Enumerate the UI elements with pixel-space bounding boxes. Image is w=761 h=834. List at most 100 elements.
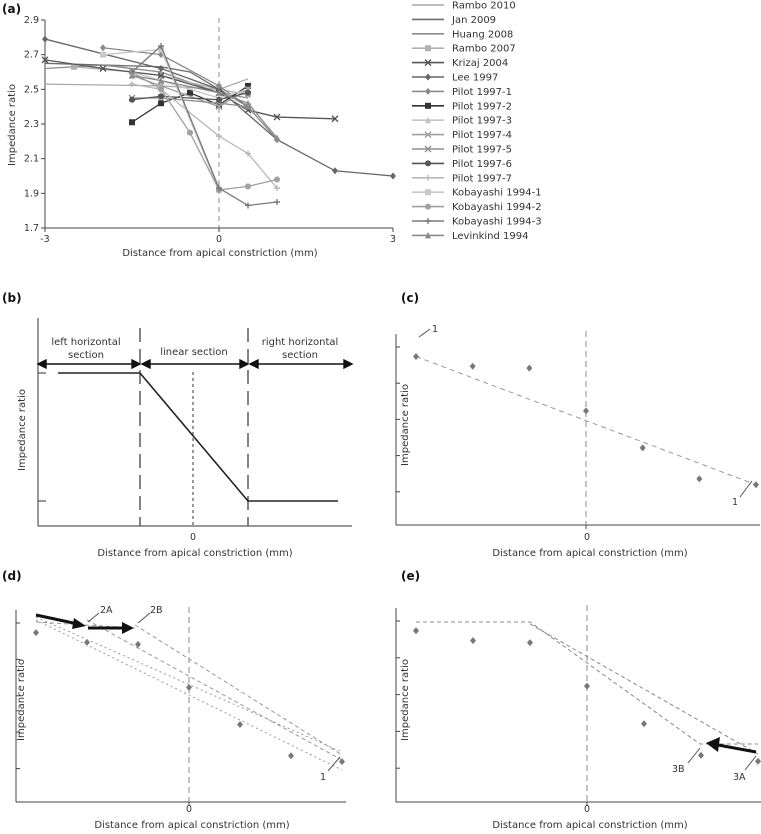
panel-a-data-point <box>129 81 135 88</box>
panel-c: (c) 0 Distance from apical constriction … <box>395 291 760 559</box>
panel-a-data-point <box>274 185 280 192</box>
panel-d-line-3 <box>86 619 343 761</box>
panel-e-data-point <box>641 720 647 728</box>
panel-a-legend-entry: Pilot 1997-2 <box>452 101 512 112</box>
panel-a-legend-entry: Levinkind 1994 <box>452 231 528 242</box>
panel-b-left-section-label-1: left horizontal <box>51 337 120 348</box>
panel-d-arrow-2a-head <box>72 618 86 629</box>
panel-a-label: (a) <box>2 2 21 16</box>
panel-c-data-point <box>469 362 476 370</box>
panel-a-data-point <box>42 35 48 43</box>
panel-c-plot <box>395 331 760 529</box>
panel-d-data-point <box>186 683 192 691</box>
panel-a-legend-entry: Pilot 1997-5 <box>452 145 512 156</box>
panel-e-x-label: Distance from apical constriction (mm) <box>492 820 687 831</box>
panel-c-annotation-1-right: 1 <box>732 497 738 508</box>
panel-a-data-point <box>274 134 280 141</box>
panel-a-data-point <box>216 89 222 96</box>
panel-e-annotation-3a-pointer <box>744 755 757 771</box>
panel-a-x-tick-label: 0 <box>216 234 222 245</box>
panel-a-data-point <box>273 113 281 121</box>
panel-a-data-point <box>332 167 338 175</box>
panel-a-data-point <box>216 96 222 103</box>
panel-e-x-tick-0: 0 <box>584 804 590 815</box>
panel-d-annotation-2a: 2A <box>100 605 113 616</box>
panel-a-x-ticks: -3 0 3 <box>40 228 396 245</box>
panel-a-data-point <box>216 82 222 90</box>
panel-a-data-point <box>216 101 222 108</box>
panel-a-data-point <box>274 199 280 205</box>
panel-d-annotation-1-pointer <box>327 756 341 772</box>
panel-d-data-point <box>288 752 294 760</box>
panel-a-x-tick-label: -3 <box>40 234 49 245</box>
panel-a-data-point <box>129 71 135 79</box>
panel-a-data-point <box>158 77 164 84</box>
panel-a-legend-marker <box>425 231 431 239</box>
panel-a-data-point <box>41 56 49 64</box>
panel-d-annotation-2a-pointer <box>87 612 100 623</box>
panel-b-right-section-label-2: section <box>282 350 318 361</box>
panel-a-y-tick-label: 1.7 <box>24 223 39 234</box>
panel-d-x-label: Distance from apical constriction (mm) <box>94 820 289 831</box>
panel-a-y-tick-label: 2.3 <box>24 119 39 130</box>
panel-a-data-point <box>245 183 251 190</box>
panel-d-annotation-2b-pointer <box>137 612 151 624</box>
panel-d-y-label: Impedance ratio <box>16 659 27 741</box>
panel-a-data-point <box>129 119 135 126</box>
panel-a-data-point <box>71 63 77 70</box>
panel-a-data-point <box>129 96 135 103</box>
panel-b-right-section-label-1: right horizontal <box>262 337 339 348</box>
panel-a-legend-marker <box>425 102 431 109</box>
panel-a-data-point <box>390 172 396 180</box>
panel-d-data-point <box>339 758 345 766</box>
panel-c-data-point <box>639 444 646 452</box>
panel-b-x-label: Distance from apical constriction (mm) <box>97 548 292 559</box>
panel-c-data-point <box>753 481 759 489</box>
panel-a-data-point <box>245 150 251 157</box>
panel-a-x-label: Distance from apical constriction (mm) <box>122 248 317 259</box>
panel-a-y-label: Impedance ratio <box>7 84 18 166</box>
panel-a-data-point <box>157 71 165 79</box>
panel-a-legend-marker <box>425 73 431 81</box>
panel-a-data-point <box>245 99 251 107</box>
panel-a-data-point <box>158 65 164 73</box>
panel-a-legend-marker <box>425 174 431 181</box>
panel-d-data-point <box>135 640 141 648</box>
panel-c-x-label: Distance from apical constriction (mm) <box>492 548 687 559</box>
panel-a-legend-marker <box>425 189 431 196</box>
panel-a-y-tick-label: 1.9 <box>24 188 39 199</box>
panel-b-section-arrows <box>36 358 354 370</box>
panel-d-line-2 <box>35 619 343 771</box>
panel-b-label: (b) <box>2 291 22 305</box>
panel-b: (b) left horizontal section linear secti… <box>2 291 354 559</box>
panel-a-legend: Rambo 2010 Jan 2009 Huang 2008 Rambo 2007 Kr… <box>412 1 542 242</box>
panel-d-line-1 <box>35 616 343 753</box>
panel-a-legend-entry: Kobayashi 1994-1 <box>452 188 542 199</box>
panel-a-data-point <box>158 100 164 107</box>
panel-a-legend-entry: Huang 2008 <box>452 29 513 40</box>
panel-c-label: (c) <box>401 291 419 305</box>
panel-a-legend-marker <box>425 160 431 167</box>
panel-a-series-line <box>131 92 249 101</box>
panel-a-legend-marker <box>424 145 432 153</box>
panel-a-legend-entry: Lee 1997 <box>452 73 498 84</box>
panel-d-label: (d) <box>2 569 22 583</box>
panel-d-arrow-2a-shaft <box>35 613 79 626</box>
panel-a-x-tick-label: 3 <box>390 234 396 245</box>
panel-a-legend-marker <box>424 59 432 67</box>
panel-e-annotation-3b: 3B <box>672 764 685 775</box>
panel-b-middle-section-label: linear section <box>160 347 227 358</box>
panel-a-data-point <box>245 89 251 96</box>
panel-a-legend-entry: Pilot 1997-4 <box>452 130 512 141</box>
panel-b-model-curve <box>58 372 338 502</box>
panel-a-series-line <box>131 71 278 191</box>
panel-c-x-tick-0: 0 <box>584 532 590 543</box>
panel-a-data-point <box>100 51 106 58</box>
panel-a-legend-marker <box>425 218 431 224</box>
panel-e-arrow-head <box>706 737 720 752</box>
panel-e-data-point <box>413 627 419 635</box>
panel-e: (e) 3B 3A 0 Distance from apical constri… <box>395 569 761 831</box>
panel-a-legend-entry: Jan 2009 <box>451 15 496 26</box>
panel-a: (a) 1.7 1.9 2.1 2.3 2.5 2.7 2.9 -3 0 3 Distance … <box>2 1 542 260</box>
panel-a-legend-marker <box>425 45 431 52</box>
